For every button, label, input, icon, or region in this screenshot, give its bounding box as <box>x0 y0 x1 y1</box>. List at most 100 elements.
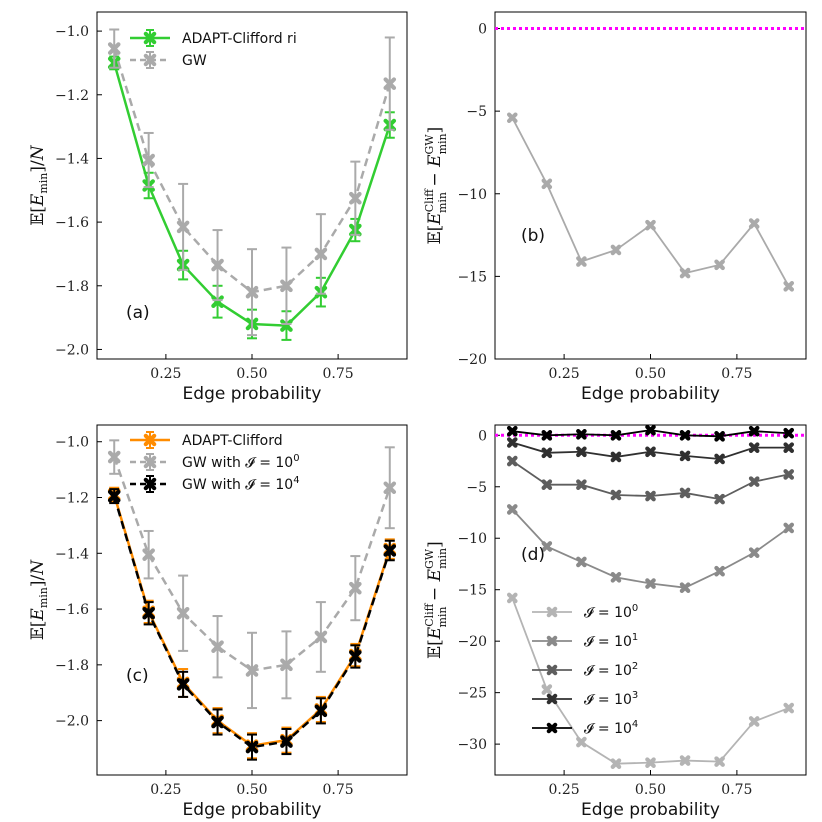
panel-label: (d) <box>521 545 545 565</box>
data-point <box>176 220 190 234</box>
y-axis-label: 𝔼[ECliffmin − EGWmin] <box>423 541 449 659</box>
y-tick-label: −15 <box>457 583 487 599</box>
x-tick-label: 0.75 <box>721 782 752 798</box>
data-point <box>176 678 190 691</box>
ylabel-subscript: min <box>436 548 449 569</box>
y-tick-label: −15 <box>457 269 487 285</box>
data-point <box>679 429 691 441</box>
ylabel-part: − <box>425 581 445 606</box>
data-point <box>714 493 725 505</box>
y-axis-label: 𝔼[ECliffmin − EGWmin] <box>423 127 449 245</box>
data-point <box>783 522 795 534</box>
data-point <box>714 453 725 465</box>
data-point <box>714 431 725 442</box>
legend-item: 𝓘 = 102 <box>532 661 638 679</box>
data-point <box>245 285 259 299</box>
legend-label: ADAPT-Clifford <box>182 433 283 449</box>
data-point <box>576 446 587 458</box>
ylabel-superscript: GW <box>423 548 436 569</box>
ylabel-part: E <box>425 154 445 168</box>
data-point <box>314 630 328 644</box>
data-point <box>506 437 518 448</box>
legend-label: GW with 𝓘 = 104 <box>182 475 300 493</box>
y-tick-label: −1.6 <box>55 602 89 618</box>
data-point <box>349 581 362 595</box>
data-point <box>714 756 725 767</box>
data-point <box>610 758 622 769</box>
legend-item: 𝓘 = 101 <box>532 632 638 650</box>
panel-c: 0.25 0.50 0.75 −1.0 −1.2 −1.4 −1.6 −1.8 −2.0 Edge… <box>28 424 408 820</box>
y-tick-label: −5 <box>466 480 487 496</box>
data-point <box>576 556 587 568</box>
x-tick-label: 0.50 <box>635 782 666 798</box>
y-tick-label: −10 <box>457 531 487 547</box>
ylabel-superscript: GW <box>423 134 436 155</box>
legend-label: 𝓘 = 102 <box>584 661 638 679</box>
y-tick-label: −1.2 <box>55 491 89 507</box>
legend-text-part: = 10 <box>593 721 631 737</box>
series-1 <box>506 504 795 593</box>
y-tick-label: −1.8 <box>55 658 89 674</box>
y-tick-label: −1.8 <box>55 279 89 295</box>
legend-marker <box>546 722 558 734</box>
ylabel-part: 𝔼[ <box>425 639 445 659</box>
data-point <box>714 259 725 271</box>
data-point <box>142 548 155 561</box>
ylabel-part: E <box>425 626 445 640</box>
legend-label: ADAPT-Clifford ri <box>182 31 297 47</box>
legend-text-part: GW with <box>182 455 245 471</box>
ylabel-subscript: min <box>436 133 449 154</box>
data-point <box>211 295 224 308</box>
series-2 <box>506 455 795 505</box>
x-tick-label: 0.75 <box>721 366 752 382</box>
y-axis-label: 𝔼[Emin]/N <box>28 559 50 640</box>
legend-marker <box>143 477 157 491</box>
data-point <box>506 455 518 467</box>
data-point <box>679 487 691 499</box>
data-point <box>748 547 760 558</box>
data-point <box>748 442 760 453</box>
data-point <box>383 544 397 557</box>
legend-text-part: = 10 <box>255 477 293 493</box>
legend-exponent: 4 <box>293 475 299 486</box>
ylabel-part: ]/ <box>28 160 48 173</box>
x-tick-label: 0.25 <box>150 366 181 382</box>
x-axis-label: Edge probability <box>581 800 720 820</box>
data-point <box>679 755 691 766</box>
series-3 <box>506 437 795 465</box>
data-point <box>645 757 656 768</box>
data-point <box>541 684 553 695</box>
legend-text-part: GW with <box>182 477 245 493</box>
legend-item: GW with 𝓘 = 104 <box>130 475 300 493</box>
legend-item: 𝓘 = 100 <box>532 603 638 621</box>
series-0 <box>506 592 795 769</box>
ylabel-part: E <box>28 608 48 622</box>
plot-frame <box>494 11 807 360</box>
data-point <box>211 640 224 654</box>
y-tick-label: −10 <box>457 187 487 203</box>
legend-symbol: 𝓘 <box>584 721 596 737</box>
series-1 <box>107 28 397 337</box>
data-point <box>576 736 587 748</box>
data-point <box>541 541 553 552</box>
data-point <box>142 153 155 167</box>
legend-item: 𝓘 = 103 <box>532 690 638 708</box>
ylabel-part: N <box>28 144 48 161</box>
panel-a: 0.25 0.50 0.75 −1.0 −1.2 −1.4 −1.6 −1.8 −2.0 Edge… <box>28 11 408 404</box>
legend-label: GW with 𝓘 = 100 <box>182 453 300 471</box>
legend-exponent: 3 <box>632 690 638 701</box>
data-point <box>679 582 691 593</box>
data-point <box>645 578 656 589</box>
data-point <box>349 650 362 663</box>
y-tick-label: −25 <box>457 686 487 702</box>
data-point <box>541 479 553 491</box>
data-point <box>679 267 691 279</box>
ylabel-part: 𝔼[ <box>28 621 48 641</box>
data-point <box>748 716 760 727</box>
series-1 <box>107 439 397 710</box>
ylabel-part: 𝔼[ <box>425 225 445 245</box>
x-tick-label: 0.25 <box>549 782 580 798</box>
series-0 <box>506 112 795 292</box>
legend-marker <box>143 31 157 45</box>
